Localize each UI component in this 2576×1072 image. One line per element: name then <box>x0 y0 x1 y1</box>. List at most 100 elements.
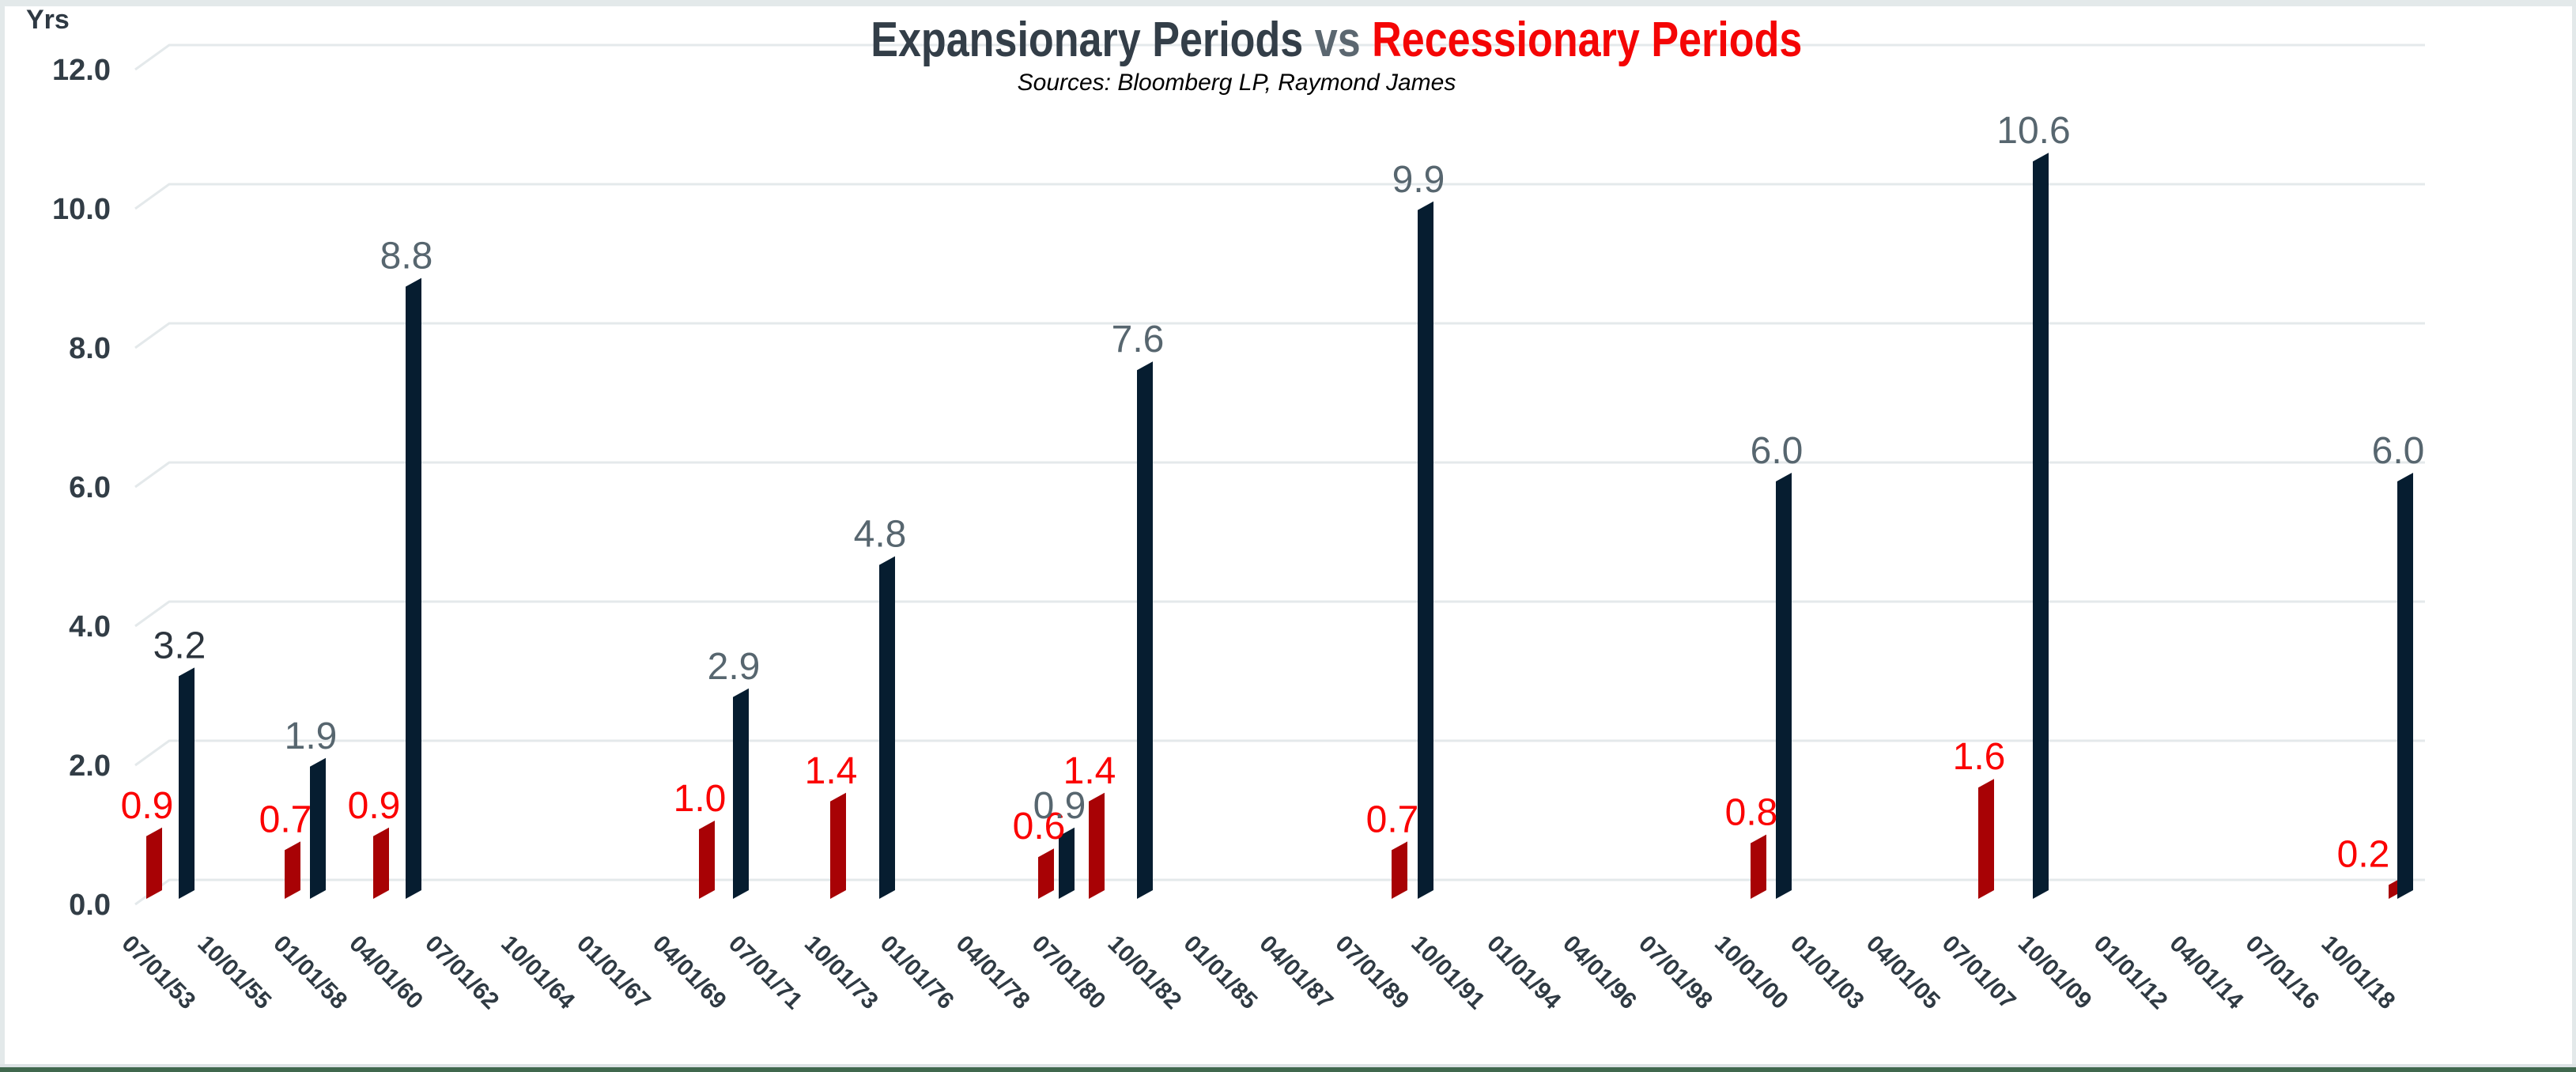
recession-bar-16 <box>1751 834 1766 899</box>
recession-value-label-20: 0.2 <box>2337 833 2390 875</box>
recession-value-label-0: 0.9 <box>121 785 174 827</box>
y-tick-label-0.0: 0.0 <box>69 889 111 922</box>
recession-value-label-10: 0.6 <box>1013 806 1066 847</box>
title-vs: vs <box>1302 13 1372 67</box>
x-tick-label-10/01/18: 10/01/18 <box>2316 930 2400 1014</box>
gridline-y-2 <box>134 739 2425 767</box>
x-tick-label-01/01/12: 01/01/12 <box>2089 930 2173 1014</box>
gridline-y-4 <box>134 600 2425 628</box>
gridline-y-0 <box>134 878 2425 906</box>
x-tick-label-01/01/58: 01/01/58 <box>268 930 352 1014</box>
window-frame-top <box>0 0 2576 6</box>
chart-title: Expansionary Periods vs Recessionary Per… <box>96 16 2576 65</box>
x-tick-label-07/01/53: 07/01/53 <box>116 930 200 1014</box>
recession-bar-12 <box>1089 792 1105 899</box>
recession-bar-18 <box>1978 779 1994 899</box>
window-frame-right <box>2572 0 2576 1072</box>
chart-subtitle-sources: Sources: Bloomberg LP, Raymond James <box>1017 70 1456 96</box>
x-tick-label-01/01/94: 01/01/94 <box>1482 930 1566 1014</box>
title-recessionary-periods: Recessionary Periods <box>1371 13 1803 67</box>
window-frame-left <box>0 0 5 1072</box>
expansion-value-label-21: 6.0 <box>2372 430 2425 472</box>
x-tick-label-01/01/85: 01/01/85 <box>1179 930 1263 1014</box>
expansion-value-label-19: 10.6 <box>1996 110 2070 152</box>
expansion-value-label-15: 9.9 <box>1392 159 1445 201</box>
x-tick-label-04/01/78: 04/01/78 <box>951 930 1035 1014</box>
gridline-y-12 <box>134 43 2425 71</box>
expansion-value-label-7: 2.9 <box>708 646 761 688</box>
x-tick-label-10/01/00: 10/01/00 <box>1709 930 1793 1014</box>
recession-value-label-18: 1.6 <box>1953 736 2006 778</box>
expansion-bar-3 <box>310 757 326 899</box>
expansion-bar-9 <box>879 556 895 899</box>
y-axis-unit-label: Yrs <box>26 5 70 35</box>
x-tick-label-07/01/62: 07/01/62 <box>420 930 504 1014</box>
title-expansionary-periods: Expansionary Periods <box>870 13 1303 67</box>
expansion-bar-11 <box>1059 827 1075 899</box>
recession-bar-14 <box>1392 841 1407 899</box>
recession-value-label-8: 1.4 <box>805 750 858 792</box>
recession-bar-2 <box>285 841 300 899</box>
gridline-y-6 <box>134 461 2425 489</box>
y-tick-label-8.0: 8.0 <box>69 332 111 365</box>
x-tick-label-01/01/67: 01/01/67 <box>572 930 655 1014</box>
recession-bar-8 <box>830 792 846 899</box>
x-tick-label-10/01/73: 10/01/73 <box>799 930 883 1014</box>
x-tick-label-07/01/16: 07/01/16 <box>2241 930 2325 1014</box>
x-tick-label-07/01/98: 07/01/98 <box>1634 930 1717 1014</box>
recession-value-label-16: 0.8 <box>1725 792 1778 834</box>
y-tick-label-6.0: 6.0 <box>69 471 111 504</box>
y-tick-label-12.0: 12.0 <box>52 54 111 87</box>
recession-value-label-14: 0.7 <box>1366 798 1419 840</box>
expansion-value-label-9: 4.8 <box>854 514 907 556</box>
x-tick-label-04/01/69: 04/01/69 <box>648 930 731 1014</box>
x-tick-label-07/01/89: 07/01/89 <box>1330 930 1414 1014</box>
recession-value-label-12: 1.4 <box>1063 750 1116 792</box>
expansion-value-label-17: 6.0 <box>1751 430 1804 472</box>
expansion-value-label-3: 1.9 <box>285 715 338 757</box>
x-tick-label-10/01/09: 10/01/09 <box>2013 930 2097 1014</box>
y-tick-label-4.0: 4.0 <box>69 610 111 644</box>
expansion-value-label-11: 0.9 <box>1033 785 1086 827</box>
expansion-bar-17 <box>1776 473 1792 899</box>
recession-bar-0 <box>146 827 162 899</box>
y-tick-label-10.0: 10.0 <box>52 193 111 226</box>
window-frame-bottom-strip <box>0 1067 2576 1072</box>
x-tick-label-07/01/80: 07/01/80 <box>1027 930 1111 1014</box>
recession-bar-10 <box>1038 848 1054 899</box>
x-tick-label-04/01/05: 04/01/05 <box>1861 930 1945 1014</box>
expansion-bar-15 <box>1418 201 1433 900</box>
expansion-bar-19 <box>2033 153 2049 899</box>
x-tick-label-10/01/91: 10/01/91 <box>1406 930 1490 1014</box>
recession-bar-6 <box>699 821 715 899</box>
x-tick-label-10/01/82: 10/01/82 <box>1103 930 1187 1014</box>
x-tick-label-04/01/60: 04/01/60 <box>344 930 428 1014</box>
x-tick-label-04/01/87: 04/01/87 <box>1254 930 1338 1014</box>
x-tick-label-04/01/96: 04/01/96 <box>1558 930 1641 1014</box>
x-tick-label-10/01/55: 10/01/55 <box>192 930 276 1014</box>
x-tick-label-10/01/64: 10/01/64 <box>496 930 580 1014</box>
recession-value-label-4: 0.9 <box>348 785 401 827</box>
gridline-y-10 <box>134 183 2425 210</box>
expansion-bar-5 <box>406 277 421 900</box>
expansion-bar-21 <box>2397 473 2413 899</box>
expansion-value-label-13: 7.6 <box>1112 319 1165 360</box>
x-tick-label-04/01/14: 04/01/14 <box>2165 930 2249 1014</box>
expansion-bar-1 <box>179 667 195 899</box>
expansion-value-label-5: 8.8 <box>380 236 433 277</box>
x-tick-label-01/01/03: 01/01/03 <box>1785 930 1869 1014</box>
x-tick-label-01/01/76: 01/01/76 <box>875 930 959 1014</box>
expansion-bar-7 <box>733 688 749 899</box>
window-frame-bottom-rule <box>0 1064 2576 1067</box>
x-tick-label-07/01/71: 07/01/71 <box>723 930 807 1014</box>
expansion-value-label-1: 3.2 <box>153 625 206 666</box>
x-tick-label-07/01/07: 07/01/07 <box>1937 930 2021 1014</box>
y-tick-label-2.0: 2.0 <box>69 749 111 783</box>
gridline-y-8 <box>134 322 2425 349</box>
expansion-bar-13 <box>1137 361 1153 899</box>
recession-value-label-6: 1.0 <box>674 778 727 820</box>
recession-bar-4 <box>373 827 389 899</box>
chart-title-text: Expansionary Periods vs Recessionary Per… <box>871 16 1802 65</box>
recession-value-label-2: 0.7 <box>259 798 312 840</box>
